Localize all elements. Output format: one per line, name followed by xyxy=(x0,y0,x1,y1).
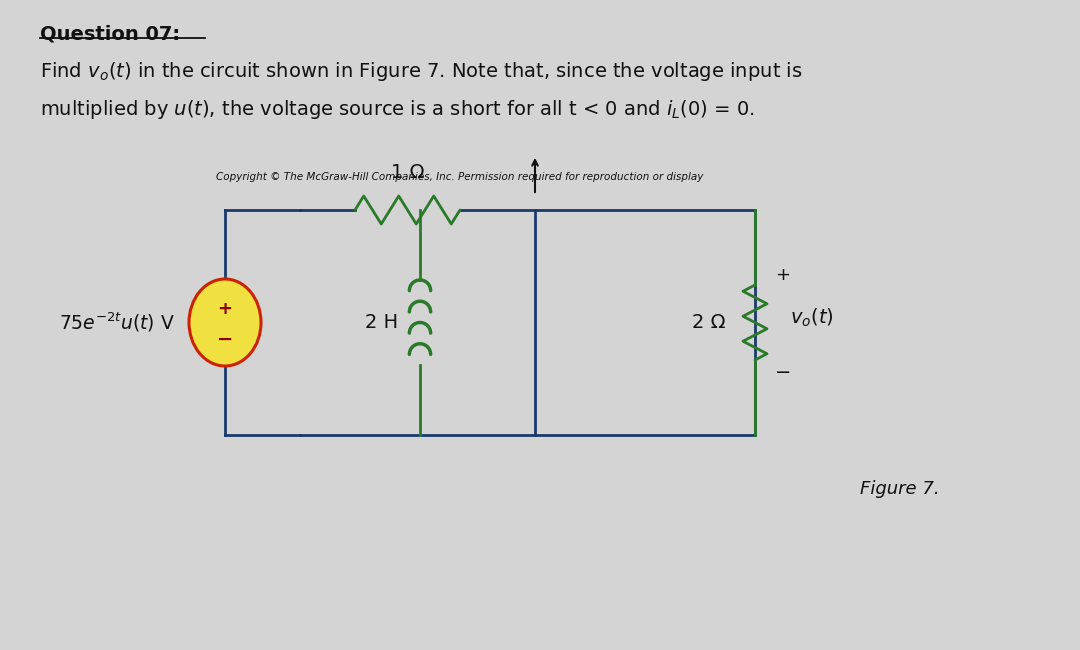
Text: 1 Ω: 1 Ω xyxy=(391,163,424,182)
Text: +: + xyxy=(217,300,232,318)
Text: Copyright © The McGraw-Hill Companies, Inc. Permission required for reproduction: Copyright © The McGraw-Hill Companies, I… xyxy=(216,172,704,182)
Text: +: + xyxy=(775,266,789,285)
Text: $75e^{-2t}u(t)$ V: $75e^{-2t}u(t)$ V xyxy=(59,311,175,334)
Text: multiplied by $u(t)$, the voltage source is a short for all t < 0 and $i_L(0)$ =: multiplied by $u(t)$, the voltage source… xyxy=(40,98,755,121)
Text: 2 Ω: 2 Ω xyxy=(691,313,725,332)
Text: Question 07:: Question 07: xyxy=(40,25,180,44)
Text: 2 H: 2 H xyxy=(365,313,399,332)
Text: $v_o(t)$: $v_o(t)$ xyxy=(789,306,834,329)
Text: Find $v_o(t)$ in the circuit shown in Figure 7. Note that, since the voltage inp: Find $v_o(t)$ in the circuit shown in Fi… xyxy=(40,60,802,83)
Text: −: − xyxy=(217,330,233,349)
Ellipse shape xyxy=(189,279,261,366)
Text: Figure 7.: Figure 7. xyxy=(860,480,940,498)
Text: −: − xyxy=(775,363,792,382)
